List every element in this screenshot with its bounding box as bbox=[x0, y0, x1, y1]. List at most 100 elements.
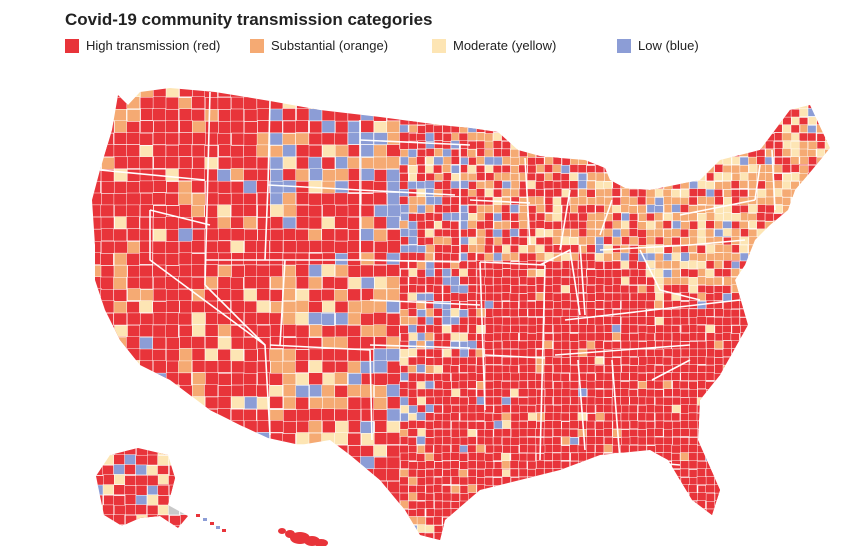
county-cell bbox=[217, 193, 232, 206]
county-cell bbox=[399, 284, 409, 294]
county-cell bbox=[790, 148, 800, 158]
county-cell bbox=[408, 485, 418, 494]
county-cell bbox=[603, 300, 613, 310]
county-cell bbox=[679, 389, 689, 398]
county-cell bbox=[433, 468, 443, 477]
state-border bbox=[651, 359, 691, 381]
county-cell bbox=[308, 144, 323, 158]
county-cell bbox=[140, 108, 154, 121]
county-cell bbox=[270, 169, 284, 182]
county-cell bbox=[638, 332, 648, 341]
county-cell bbox=[450, 476, 460, 485]
county-cell bbox=[458, 333, 468, 342]
county-cell bbox=[127, 241, 141, 254]
county-cell bbox=[697, 365, 707, 374]
county-cell bbox=[100, 265, 115, 278]
county-cell bbox=[518, 468, 528, 478]
county-cell bbox=[204, 168, 218, 182]
county-cell bbox=[714, 340, 724, 350]
county-cell bbox=[192, 156, 206, 170]
county-cell bbox=[347, 121, 362, 134]
county-cell bbox=[688, 452, 698, 462]
county-cell bbox=[509, 301, 519, 310]
county-cell bbox=[191, 193, 206, 206]
county-cell bbox=[113, 301, 128, 314]
county-cell bbox=[434, 181, 444, 190]
county-cell bbox=[373, 360, 388, 373]
state-border bbox=[577, 359, 586, 451]
county-cell bbox=[662, 269, 672, 278]
state-border bbox=[369, 349, 373, 441]
county-cell bbox=[399, 381, 409, 390]
county-cell bbox=[696, 324, 706, 334]
county-cell bbox=[231, 360, 245, 374]
county-cell bbox=[347, 132, 362, 145]
county-cell bbox=[295, 349, 309, 362]
county-cell bbox=[335, 120, 349, 134]
county-cell bbox=[714, 349, 724, 358]
county-cell bbox=[475, 165, 485, 174]
county-cell bbox=[205, 336, 219, 349]
county-cell bbox=[373, 121, 388, 134]
county-cell bbox=[442, 389, 452, 398]
county-cell bbox=[527, 244, 537, 254]
county-cell bbox=[688, 229, 698, 238]
county-cell bbox=[774, 156, 784, 166]
county-cell bbox=[671, 444, 681, 454]
county-cell bbox=[501, 188, 511, 197]
county-cell bbox=[577, 205, 587, 214]
county-cell bbox=[282, 276, 297, 290]
county-cell bbox=[637, 204, 647, 214]
county-cell bbox=[191, 180, 205, 194]
county-cell bbox=[485, 172, 495, 182]
county-cell bbox=[450, 284, 460, 294]
county-cell bbox=[179, 325, 193, 338]
county-cell bbox=[295, 240, 310, 254]
county-cell bbox=[442, 332, 452, 342]
county-cell bbox=[295, 360, 309, 373]
county-cell bbox=[347, 349, 362, 362]
county-cell bbox=[458, 309, 468, 318]
county-cell bbox=[205, 312, 219, 325]
county-cell bbox=[603, 444, 613, 453]
county-cell bbox=[646, 285, 656, 294]
hawaii bbox=[196, 514, 328, 546]
county-cell bbox=[493, 388, 503, 397]
county-cell bbox=[611, 188, 621, 197]
state-border bbox=[369, 299, 481, 306]
county-cell bbox=[424, 237, 434, 246]
county-cell bbox=[671, 268, 681, 278]
county-cell bbox=[295, 252, 310, 266]
county-cell bbox=[756, 220, 766, 230]
county-cell bbox=[603, 388, 613, 398]
county-cell bbox=[416, 220, 426, 230]
county-cell bbox=[501, 469, 511, 478]
county-cell bbox=[595, 229, 605, 238]
county-cell bbox=[756, 156, 766, 165]
county-cell bbox=[152, 108, 166, 121]
county-cell bbox=[179, 336, 193, 349]
county-cell bbox=[458, 469, 468, 478]
county-cell bbox=[688, 444, 698, 453]
county-cell bbox=[569, 428, 579, 438]
county-cell bbox=[527, 252, 537, 262]
county-cell bbox=[425, 204, 435, 214]
county-cell bbox=[269, 252, 284, 266]
county-cell bbox=[425, 476, 435, 486]
county-cell bbox=[543, 452, 553, 461]
county-cell bbox=[493, 461, 503, 470]
county-cell bbox=[360, 252, 375, 266]
county-cell bbox=[510, 268, 520, 278]
county-cell bbox=[561, 421, 571, 430]
county-cell bbox=[527, 308, 537, 317]
county-cell bbox=[739, 221, 749, 230]
county-cell bbox=[552, 236, 562, 245]
county-cell bbox=[217, 348, 232, 362]
county-cell bbox=[586, 340, 596, 350]
county-cell bbox=[153, 156, 167, 169]
county-cell bbox=[139, 337, 153, 350]
county-cell bbox=[451, 405, 461, 414]
county-cell bbox=[157, 465, 169, 476]
county-cell bbox=[387, 373, 401, 386]
county-cell bbox=[510, 397, 520, 406]
